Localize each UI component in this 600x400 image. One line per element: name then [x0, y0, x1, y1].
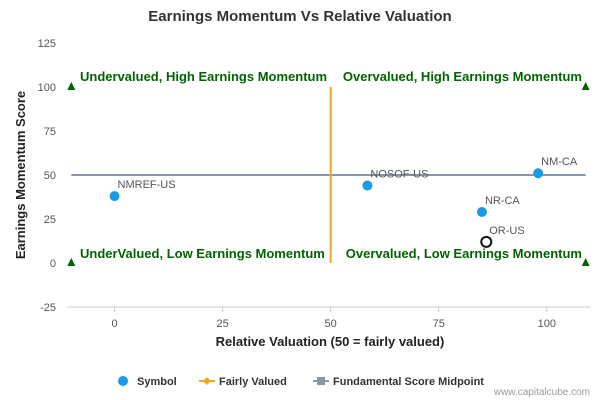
- data-point[interactable]: [476, 206, 487, 217]
- x-tick-label: 25: [216, 318, 228, 330]
- legend-symbol-dot: [118, 376, 128, 386]
- x-tick-label: 0: [111, 318, 117, 330]
- y-tick-label: -25: [40, 302, 56, 314]
- data-point-label: OR-US: [489, 225, 524, 237]
- legend: Symbol Fairly Valued Fundamental Score Mid…: [118, 376, 484, 388]
- y-tick-labels: -25 0 25 50 75 100 125: [38, 38, 56, 314]
- y-tick-label: 100: [38, 82, 56, 94]
- data-points: NMREF-US NOSOF-US NM-CA NR-CA OR-US: [109, 156, 578, 248]
- y-tick-label: 0: [50, 258, 56, 270]
- legend-diamond: [203, 377, 211, 385]
- corner-marker: [67, 258, 76, 266]
- data-point-label: NR-CA: [485, 195, 520, 207]
- reference-lines: [71, 87, 586, 263]
- legend-square: [317, 377, 325, 385]
- corner-marker: [67, 82, 76, 90]
- y-tick-label: 25: [44, 214, 56, 226]
- y-tick-label: 50: [44, 170, 56, 182]
- quadrant-label-bottom-left: UnderValued, Low Earnings Momentum: [80, 246, 325, 261]
- x-tick-labels: 0 25 50 75 100: [111, 307, 556, 330]
- legend-label[interactable]: Fundamental Score Midpoint: [333, 376, 484, 388]
- quadrant-label-top-right: Overvalued, High Earnings Momentum: [343, 69, 582, 84]
- quadrant-labels: Undervalued, High Earnings Momentum Overv…: [80, 69, 582, 261]
- data-point-label: NMREF-US: [118, 179, 176, 191]
- corner-markers: [67, 82, 590, 266]
- quadrant-label-top-left: Undervalued, High Earnings Momentum: [80, 69, 327, 84]
- quadrant-label-bottom-right: Overvalued, Low Earnings Momentum: [346, 246, 582, 261]
- corner-marker: [581, 258, 590, 266]
- y-axis-title: Earnings Momentum Score: [13, 91, 28, 259]
- y-tick-label: 75: [44, 126, 56, 138]
- y-tick-label: 125: [38, 38, 56, 50]
- data-point[interactable]: [362, 180, 373, 191]
- x-tick-label: 75: [433, 318, 445, 330]
- data-point-label: NOSOF-US: [370, 169, 428, 181]
- legend-label[interactable]: Fairly Valued: [219, 376, 287, 388]
- credit-text: www.capitalcube.com: [493, 387, 590, 398]
- data-point-label: NM-CA: [541, 156, 578, 168]
- data-point-highlight[interactable]: [480, 235, 493, 248]
- chart-title: Earnings Momentum Vs Relative Valuation: [148, 8, 451, 25]
- data-point[interactable]: [533, 168, 544, 179]
- corner-marker: [581, 82, 590, 90]
- legend-label[interactable]: Symbol: [137, 376, 177, 388]
- data-point[interactable]: [109, 191, 120, 202]
- x-tick-label: 100: [538, 318, 556, 330]
- x-axis-title: Relative Valuation (50 = fairly valued): [216, 334, 445, 349]
- x-tick-label: 50: [325, 318, 337, 330]
